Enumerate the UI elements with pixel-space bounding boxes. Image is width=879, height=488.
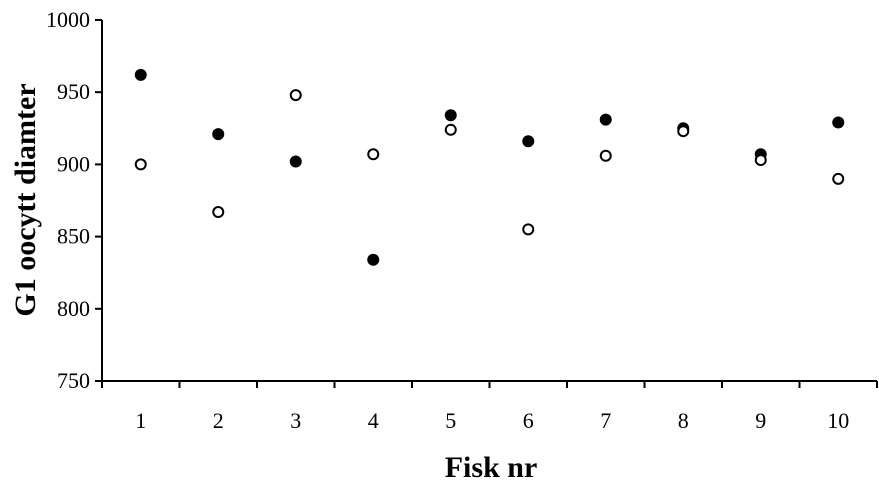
open-point bbox=[677, 125, 690, 138]
filled-point bbox=[444, 109, 457, 122]
x-tick-label: 7 bbox=[600, 408, 611, 433]
y-tick-label: 950 bbox=[57, 79, 90, 104]
x-tick-label: 9 bbox=[755, 408, 766, 433]
x-tick-label: 10 bbox=[827, 408, 849, 433]
open-point bbox=[134, 158, 147, 171]
open-point bbox=[444, 123, 457, 136]
x-tick-label: 2 bbox=[213, 408, 224, 433]
x-tick-label: 1 bbox=[135, 408, 146, 433]
y-tick-label: 800 bbox=[57, 296, 90, 321]
y-tick-label: 850 bbox=[57, 224, 90, 249]
x-tick-label: 6 bbox=[523, 408, 534, 433]
filled-point bbox=[367, 253, 380, 266]
filled-point bbox=[289, 155, 302, 168]
data-points bbox=[134, 68, 845, 266]
filled-point bbox=[832, 116, 845, 129]
ticks: 750 800 850 900 950 1000 1 2 3 4 5 6 7 8 9 10 bbox=[46, 7, 878, 433]
x-tick-label: 8 bbox=[678, 408, 689, 433]
open-point bbox=[599, 149, 612, 162]
y-tick-label: 1000 bbox=[46, 7, 90, 32]
open-point bbox=[367, 148, 380, 161]
open-point bbox=[832, 172, 845, 185]
open-point bbox=[754, 154, 767, 167]
x-tick-label: 5 bbox=[445, 408, 456, 433]
y-tick-label: 750 bbox=[57, 368, 90, 393]
y-axis-title: G1 oocytt diamter bbox=[9, 83, 42, 316]
x-axis-title: Fisk nr bbox=[445, 451, 538, 484]
x-tick-label: 4 bbox=[368, 408, 379, 433]
filled-point bbox=[599, 113, 612, 126]
filled-point bbox=[212, 128, 225, 141]
open-point bbox=[289, 89, 302, 102]
open-point bbox=[212, 206, 225, 219]
axes bbox=[101, 20, 877, 382]
filled-point bbox=[134, 68, 147, 81]
y-tick-label: 900 bbox=[57, 151, 90, 176]
filled-point bbox=[522, 135, 535, 148]
x-tick-label: 3 bbox=[290, 408, 301, 433]
open-point bbox=[522, 223, 535, 236]
